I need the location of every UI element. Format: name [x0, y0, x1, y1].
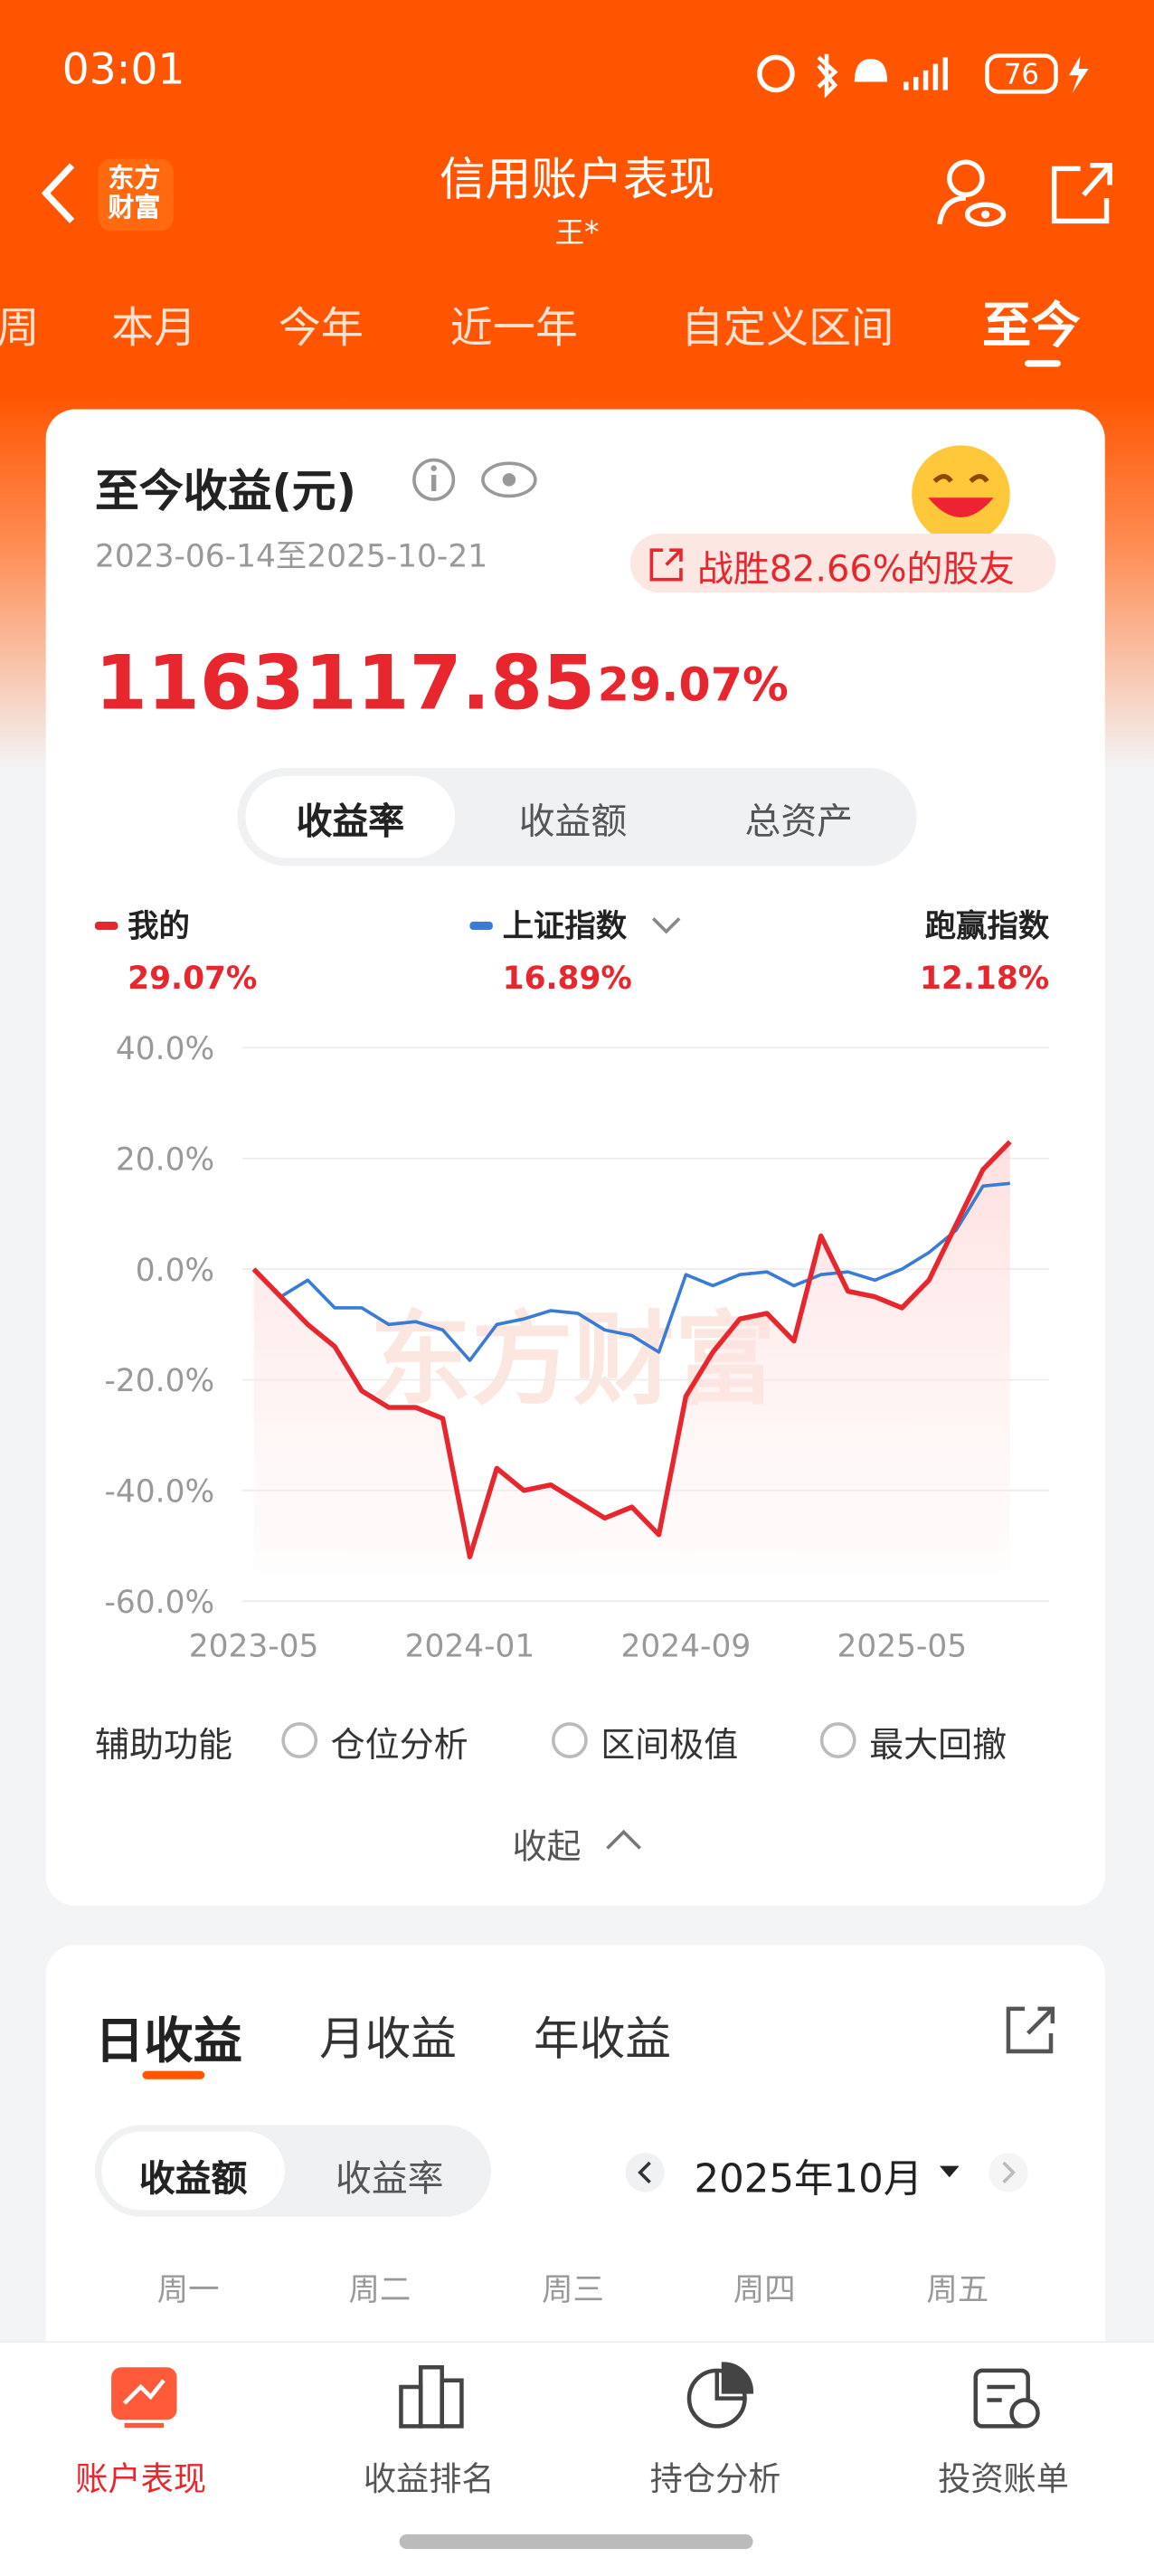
nav-item[interactable]: 收益排名 [363, 2458, 495, 2499]
total-rate: 29.07% [597, 658, 789, 713]
tab[interactable]: 周 [0, 304, 40, 354]
badge-icon [649, 548, 683, 582]
legend-label[interactable]: 上证指数 [503, 908, 628, 944]
card-title: 至今收益(元) [94, 466, 357, 517]
tab-active[interactable]: 至今 [982, 298, 1081, 355]
total-amount: 1163117.85 [94, 638, 596, 727]
weekday: 周四 [733, 2272, 796, 2309]
legend-value: 29.07% [128, 961, 257, 997]
badge-bg[interactable] [629, 534, 1056, 593]
earnings-tab-active[interactable]: 日收益 [94, 2013, 242, 2071]
month-nav[interactable] [622, 2150, 1031, 2196]
series-line [251, 1140, 1012, 1559]
battery: 76 [1004, 58, 1039, 90]
nav-icons [111, 2362, 1040, 2429]
toggle-active [101, 2131, 285, 2211]
toggle-option[interactable]: 收益额 [518, 801, 628, 844]
area [253, 1141, 1010, 1572]
legend-label: 我的 [128, 908, 190, 944]
logo: 东方 财富 [101, 162, 166, 223]
chart: 我的 29.07% 上证指数 16.89% 跑赢指数 12.18% 东方财富 4… [94, 908, 1050, 1665]
share-icon[interactable] [1002, 2001, 1061, 2060]
aux-option[interactable]: 区间极值 [601, 1725, 739, 1766]
logo-line: 东方 [108, 162, 161, 194]
time: 03:01 [61, 45, 185, 95]
y-tick-label: 20.0% [116, 1141, 214, 1178]
card-icons[interactable] [410, 455, 541, 507]
toggle-option[interactable]: 收益率 [336, 2159, 444, 2201]
y-tick-label: 0.0% [136, 1253, 214, 1289]
radio[interactable] [551, 1722, 588, 1758]
x-tick-label: 2025-05 [837, 1629, 967, 1665]
weekday: 周三 [542, 2272, 604, 2309]
y-tick-label: 40.0% [116, 1031, 214, 1067]
page-title: 信用账户表现 [439, 152, 715, 207]
tab-indicator [142, 2070, 205, 2079]
collapse[interactable]: 收起 [512, 1826, 582, 1867]
excess-label: 跑赢指数 [925, 908, 1050, 944]
toggle-option[interactable]: 收益率 [296, 801, 405, 844]
legend-swatch [94, 922, 118, 931]
weekday: 周一 [156, 2272, 220, 2309]
aux-option[interactable]: 最大回撤 [869, 1725, 1007, 1766]
tab[interactable]: 自定义区间 [680, 304, 894, 354]
tab[interactable]: 本月 [111, 304, 197, 354]
header-actions[interactable] [933, 156, 1130, 237]
weekday: 周五 [926, 2272, 989, 2309]
toggle-active [245, 775, 456, 858]
y-tick-label: -40.0% [105, 1473, 215, 1510]
radio[interactable] [819, 1722, 856, 1758]
earnings-tab[interactable]: 年收益 [534, 2012, 672, 2067]
date-range: 2023-06-14至2025-10-21 [94, 538, 488, 575]
nav-left[interactable] [33, 156, 196, 237]
home-indicator [399, 2533, 753, 2550]
earnings-tab[interactable]: 月收益 [318, 2012, 458, 2067]
collapse-icon [606, 1829, 641, 1850]
x-tick-label: 2024-09 [621, 1629, 752, 1665]
status-icons: 76 [757, 53, 1089, 99]
weekday: 周二 [348, 2272, 411, 2309]
x-tick-label: 2024-01 [405, 1629, 535, 1665]
emoji [912, 445, 1010, 541]
month-label[interactable]: 2025年10月 [694, 2155, 923, 2202]
legend-swatch [469, 922, 493, 931]
tab-indicator [1025, 360, 1061, 367]
summary-card [45, 409, 1105, 1906]
y-tick-label: -60.0% [105, 1585, 215, 1621]
x-tick-label: 2023-05 [189, 1629, 319, 1665]
toggle-option[interactable]: 收益额 [138, 2159, 248, 2201]
toggle-option[interactable]: 总资产 [744, 801, 854, 844]
aux-label: 辅助功能 [94, 1725, 233, 1766]
series-line [252, 1181, 1010, 1362]
badge-text: 战胜82.66%的股友 [697, 550, 1016, 592]
nav-item[interactable]: 持仓分析 [649, 2458, 781, 2499]
radio[interactable] [281, 1722, 318, 1758]
nav-item-active[interactable]: 账户表现 [75, 2458, 207, 2499]
nav-item[interactable]: 投资账单 [938, 2458, 1069, 2499]
aux-option[interactable]: 仓位分析 [330, 1725, 468, 1766]
account-name: 王* [554, 215, 600, 251]
tab[interactable]: 今年 [278, 304, 364, 354]
tab[interactable]: 近一年 [449, 304, 578, 354]
y-tick-label: -20.0% [105, 1363, 215, 1399]
legend-value: 16.89% [503, 961, 632, 997]
logo-line: 财富 [108, 191, 161, 223]
excess-value: 12.18% [920, 961, 1049, 997]
